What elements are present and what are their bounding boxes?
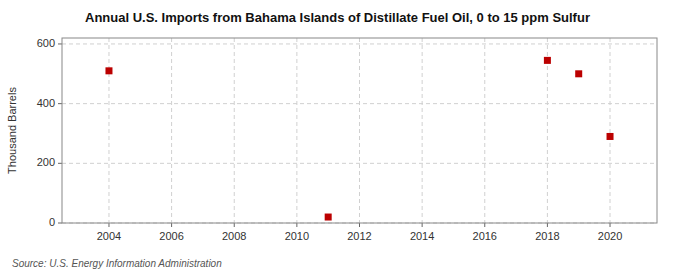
tick-mark xyxy=(610,223,611,227)
tick-mark xyxy=(58,103,62,104)
tick-mark xyxy=(234,223,235,227)
grid-line xyxy=(484,38,485,223)
tick-label: 400 xyxy=(37,97,55,109)
tick-mark xyxy=(58,43,62,44)
tick-mark xyxy=(359,223,360,227)
grid-line xyxy=(359,38,360,223)
tick-label: 0 xyxy=(49,216,55,228)
tick-label: 2010 xyxy=(285,230,309,242)
tick-mark xyxy=(296,223,297,227)
plot-frame xyxy=(62,38,657,223)
tick-label: 2016 xyxy=(473,230,497,242)
grid-line xyxy=(296,38,297,223)
grid-line xyxy=(234,38,235,223)
title: Annual U.S. Imports from Bahama Islands … xyxy=(85,10,590,25)
tick-label: 2020 xyxy=(598,230,622,242)
tick-label: 2004 xyxy=(97,230,121,242)
point xyxy=(325,214,332,221)
tick-mark xyxy=(484,223,485,227)
tick-label: 600 xyxy=(37,37,55,49)
chart: 0 200 400 600 2004 2006 2008 2010 2012 2014 2016 20… xyxy=(0,0,675,275)
grid-line xyxy=(171,38,172,223)
points xyxy=(105,57,613,221)
tick-mark xyxy=(422,223,423,227)
tick-label: 2008 xyxy=(222,230,246,242)
grid-line xyxy=(422,38,423,223)
grid-line xyxy=(62,163,657,164)
grid-line xyxy=(108,38,109,223)
tick-mark xyxy=(58,223,62,224)
source: Source: U.S. Energy Information Administ… xyxy=(12,258,222,269)
tick-label: 2018 xyxy=(535,230,559,242)
point xyxy=(105,67,112,74)
tick-label: 200 xyxy=(37,156,55,168)
tick-label: 2006 xyxy=(159,230,183,242)
tick-mark xyxy=(547,223,548,227)
grid-line xyxy=(547,38,548,223)
y-axis-label: Thousand Barrels xyxy=(6,87,18,174)
point xyxy=(544,57,551,64)
grid-line xyxy=(610,38,611,223)
tick-label: 2014 xyxy=(410,230,434,242)
point xyxy=(607,133,614,140)
tick-mark xyxy=(171,223,172,227)
tick-label: 2012 xyxy=(347,230,371,242)
grid-line xyxy=(62,43,657,44)
tick-mark xyxy=(58,163,62,164)
point xyxy=(575,70,582,77)
plot-area xyxy=(62,38,657,223)
grid xyxy=(62,38,657,223)
axes: 0 200 400 600 2004 2006 2008 2010 2012 2014 2016 20… xyxy=(37,37,657,242)
tick-mark xyxy=(108,223,109,227)
